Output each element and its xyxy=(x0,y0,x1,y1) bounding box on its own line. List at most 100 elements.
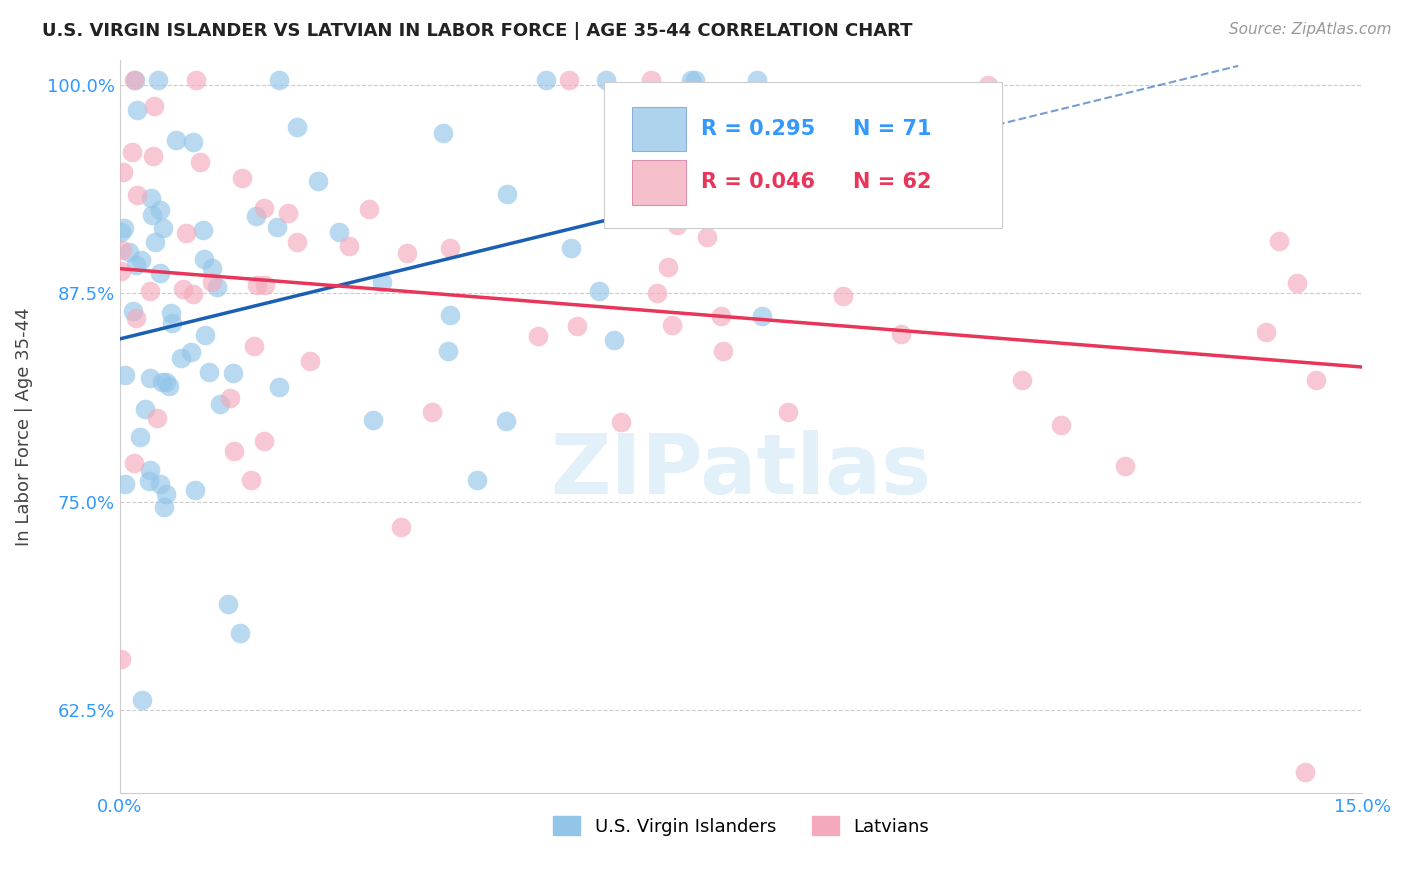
Point xyxy=(977,78,1000,92)
Point xyxy=(328,225,350,239)
Point xyxy=(121,145,143,160)
Point xyxy=(124,72,146,87)
Point xyxy=(1254,325,1277,339)
Point xyxy=(222,366,245,380)
Text: U.S. VIRGIN ISLANDER VS LATVIAN IN LABOR FORCE | AGE 35-44 CORRELATION CHART: U.S. VIRGIN ISLANDER VS LATVIAN IN LABOR… xyxy=(42,22,912,40)
Text: Source: ZipAtlas.com: Source: ZipAtlas.com xyxy=(1229,22,1392,37)
Point xyxy=(110,264,132,278)
Point xyxy=(141,208,163,222)
Point xyxy=(661,318,683,333)
Point xyxy=(432,126,454,140)
Text: ZIPatlas: ZIPatlas xyxy=(551,430,932,511)
Point xyxy=(242,339,264,353)
Point xyxy=(201,275,224,289)
Point xyxy=(359,202,381,216)
Point xyxy=(112,165,135,179)
Point xyxy=(129,430,152,444)
Point xyxy=(389,519,412,533)
Point xyxy=(245,210,267,224)
Point xyxy=(361,413,384,427)
Point xyxy=(180,345,202,359)
Point xyxy=(125,311,148,326)
Point xyxy=(465,474,488,488)
Point xyxy=(181,135,204,149)
Point xyxy=(219,391,242,405)
Y-axis label: In Labor Force | Age 35-44: In Labor Force | Age 35-44 xyxy=(15,307,32,546)
Point xyxy=(657,260,679,274)
FancyBboxPatch shape xyxy=(631,161,686,205)
Point xyxy=(122,456,145,470)
Point xyxy=(665,219,688,233)
Point xyxy=(118,244,141,259)
Point xyxy=(155,487,177,501)
Point xyxy=(138,474,160,488)
Point xyxy=(139,463,162,477)
Point xyxy=(560,241,582,255)
Point xyxy=(124,258,146,272)
Point xyxy=(198,365,221,379)
Point xyxy=(149,202,172,217)
Point xyxy=(172,282,194,296)
Point xyxy=(205,280,228,294)
Point xyxy=(160,306,183,320)
Point xyxy=(152,221,174,235)
Point xyxy=(285,120,308,134)
Point xyxy=(149,266,172,280)
Point xyxy=(890,327,912,342)
Point xyxy=(1294,764,1316,779)
Point xyxy=(711,344,734,359)
Point xyxy=(740,190,762,204)
Point xyxy=(155,375,177,389)
Point xyxy=(751,309,773,323)
Point xyxy=(122,304,145,318)
Point xyxy=(422,405,444,419)
Point xyxy=(776,404,799,418)
Point xyxy=(131,692,153,706)
Point xyxy=(277,205,299,219)
Point xyxy=(1268,234,1291,248)
Point xyxy=(217,597,239,611)
Point xyxy=(146,72,169,87)
FancyBboxPatch shape xyxy=(605,81,1002,228)
Point xyxy=(439,241,461,255)
Point xyxy=(679,72,702,87)
Point xyxy=(222,444,245,458)
Point xyxy=(149,476,172,491)
Point xyxy=(1050,417,1073,432)
Point xyxy=(184,72,207,87)
Point xyxy=(188,154,211,169)
Point xyxy=(436,344,458,359)
Point xyxy=(134,402,156,417)
Point xyxy=(299,354,322,368)
Point xyxy=(267,72,290,87)
Point xyxy=(110,652,132,666)
Point xyxy=(181,286,204,301)
Legend: U.S. Virgin Islanders, Latvians: U.S. Virgin Islanders, Latvians xyxy=(553,816,929,836)
Point xyxy=(201,261,224,276)
Point xyxy=(1285,276,1308,290)
Point xyxy=(745,72,768,87)
Point xyxy=(124,72,146,87)
Point xyxy=(696,229,718,244)
Point xyxy=(536,72,558,87)
Point xyxy=(266,219,288,234)
Point xyxy=(139,191,162,205)
Point xyxy=(252,201,274,215)
Text: N = 71: N = 71 xyxy=(853,120,931,139)
Point xyxy=(831,289,853,303)
Point xyxy=(127,103,149,117)
Point xyxy=(231,171,253,186)
Point xyxy=(495,187,517,202)
Point xyxy=(209,397,232,411)
Point xyxy=(395,246,418,260)
Point xyxy=(139,284,162,298)
Point xyxy=(240,473,263,487)
Point xyxy=(308,174,330,188)
Point xyxy=(1305,373,1327,387)
Point xyxy=(647,285,669,300)
Point xyxy=(174,226,197,240)
Point xyxy=(111,244,134,258)
Point xyxy=(640,72,662,87)
Point xyxy=(245,277,267,292)
Point xyxy=(165,133,187,147)
